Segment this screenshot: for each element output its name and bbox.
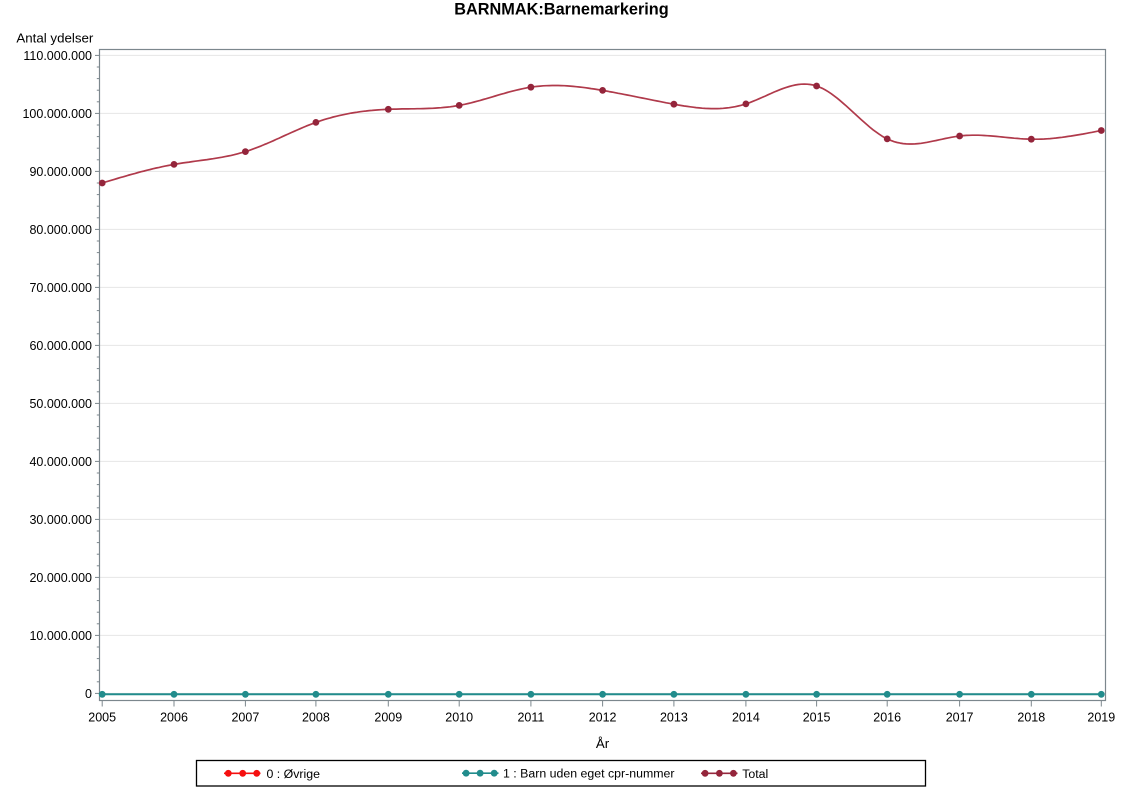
svg-text:Antal ydelser: Antal ydelser	[16, 30, 93, 45]
svg-text:40.000.000: 40.000.000	[29, 455, 92, 469]
svg-text:2016: 2016	[873, 711, 901, 725]
svg-text:2012: 2012	[589, 711, 617, 725]
svg-text:90.000.000: 90.000.000	[29, 165, 92, 179]
svg-text:0: 0	[85, 687, 92, 701]
svg-text:År: År	[596, 736, 610, 751]
svg-text:2011: 2011	[517, 711, 544, 725]
svg-text:2015: 2015	[803, 711, 831, 725]
svg-text:80.000.000: 80.000.000	[29, 223, 92, 237]
svg-text:2019: 2019	[1087, 711, 1115, 725]
svg-text:BARNMAK:Barnemarkering: BARNMAK:Barnemarkering	[454, 1, 668, 19]
svg-text:2010: 2010	[445, 711, 473, 725]
svg-text:20.000.000: 20.000.000	[29, 571, 92, 585]
svg-text:2005: 2005	[88, 711, 116, 725]
svg-text:2018: 2018	[1017, 711, 1045, 725]
svg-text:2009: 2009	[374, 711, 402, 725]
svg-text:2013: 2013	[660, 711, 688, 725]
svg-text:2007: 2007	[231, 711, 259, 725]
svg-text:50.000.000: 50.000.000	[29, 397, 92, 411]
svg-text:2006: 2006	[160, 711, 188, 725]
svg-text:100.000.000: 100.000.000	[22, 107, 92, 121]
svg-text:Total: Total	[742, 767, 768, 781]
svg-text:2017: 2017	[946, 711, 974, 725]
svg-text:1 : Barn uden eget cpr-nummer: 1 : Barn uden eget cpr-nummer	[503, 767, 675, 781]
svg-text:60.000.000: 60.000.000	[29, 339, 92, 353]
svg-text:70.000.000: 70.000.000	[29, 281, 92, 295]
svg-text:10.000.000: 10.000.000	[29, 629, 92, 643]
svg-text:30.000.000: 30.000.000	[29, 513, 92, 527]
svg-text:0 : Øvrige: 0 : Øvrige	[267, 767, 321, 781]
svg-text:2008: 2008	[302, 711, 330, 725]
svg-text:2014: 2014	[732, 711, 760, 725]
svg-text:110.000.000: 110.000.000	[23, 49, 92, 63]
